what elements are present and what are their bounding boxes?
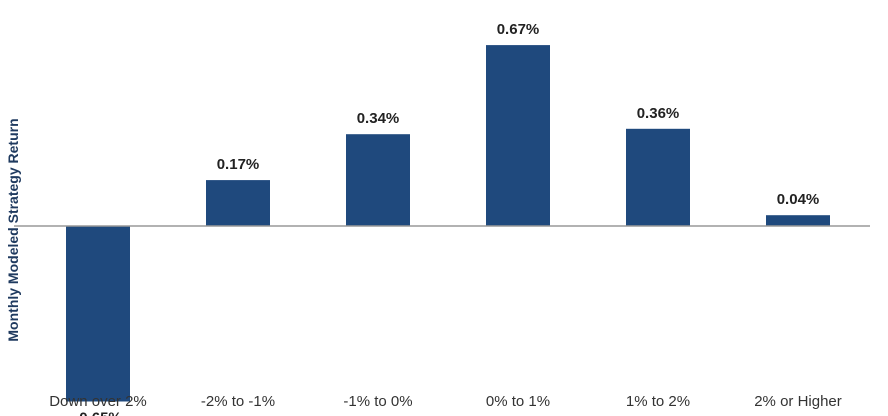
x-tick-label: 2% or Higher [754,393,842,410]
bar [66,226,130,402]
bar [206,180,270,226]
data-label: 0.36% [637,105,680,122]
x-tick-label: 0% to 1% [486,393,550,410]
data-label: 0.17% [217,156,260,173]
data-label: 0.04% [777,191,820,208]
x-tick-label: -1% to 0% [343,393,412,410]
bar [626,128,690,226]
bar [346,134,410,226]
data-label: 0.34% [357,110,400,127]
x-tick-label: Down over 2% [49,393,147,410]
x-tick-labels-layer: Down over 2% -2% to -1% -1% to 0% 0% to 1% 1… [49,393,842,410]
data-labels-layer: -0.65% 0.17% 0.34% 0.67% 0.36% 0.04% [74,21,819,416]
x-tick-label: -2% to -1% [201,393,275,410]
bar [486,45,550,226]
bar [766,215,830,226]
x-tick-label: 1% to 2% [626,393,690,410]
bars-layer [66,45,830,402]
data-label: -0.65% [74,410,122,416]
y-axis-title: Monthly Modeled Strategy Return [5,118,21,341]
data-label: 0.67% [497,21,540,38]
